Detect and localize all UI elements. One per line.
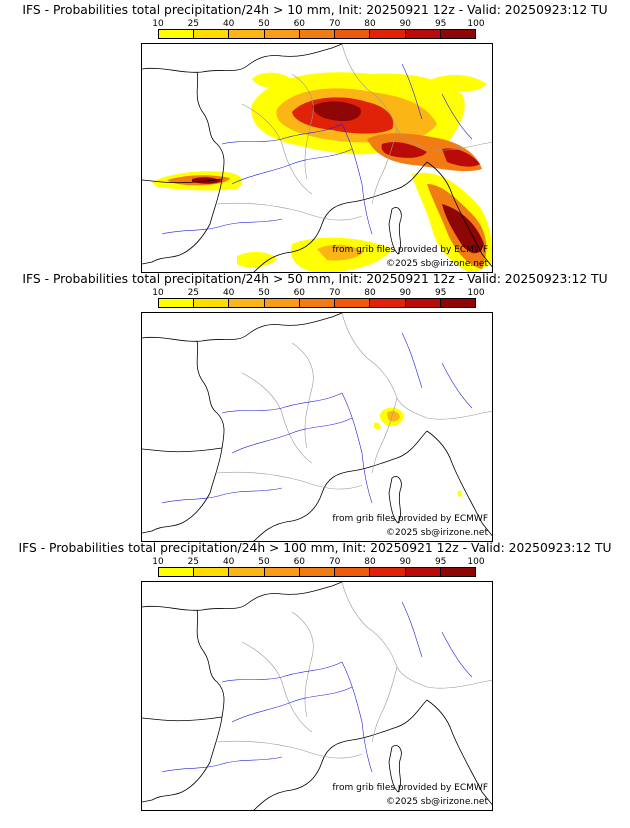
precip-overlay [373,407,462,497]
copyright-notice: ©2025 sb@irizone.net [386,797,488,807]
colorbar-tick: 90 [399,557,412,567]
precip-overlay [152,72,492,272]
colorbar-segment [440,299,475,307]
colorbar-segment [440,568,475,576]
map-frame: from grib files provided by ECMWF ©2025 … [141,43,493,273]
colorbar-tick: 95 [434,288,447,298]
colorbar-tick: 95 [434,19,447,29]
colorbar-tick: 50 [258,288,270,298]
colorbar-segment [405,568,441,576]
colorbar-tick: 25 [187,288,200,298]
colorbar-segment [194,299,230,307]
colorbar-tick: 70 [328,288,341,298]
colorbar-segment [370,299,406,307]
map-canvas [142,313,492,541]
colorbar-tick: 95 [434,557,447,567]
coastline [142,582,492,810]
colorbar-segment [405,299,441,307]
colorbar-segment [229,299,265,307]
source-credit: from grib files provided by ECMWF [332,514,488,524]
map-canvas [142,582,492,810]
colorbar-tick: 100 [467,288,485,298]
colorbar-tick: 60 [293,557,306,567]
panel-title: IFS - Probabilities total precipitation/… [22,272,608,286]
colorbar-segment [335,568,371,576]
colorbar-tick: 10 [152,19,164,29]
colorbar-segment [229,30,265,38]
colorbar-tick: 90 [399,19,412,29]
colorbar [158,29,476,39]
colorbar-tick: 100 [467,19,485,29]
colorbar-tick: 50 [258,19,270,29]
colorbar [158,567,476,577]
colorbar-tick: 25 [187,557,200,567]
country-borders [216,313,492,490]
colorbar-tick: 50 [258,557,270,567]
panel-title: IFS - Probabilities total precipitation/… [18,541,612,555]
colorbar-segment [299,30,336,38]
map-frame: from grib files provided by ECMWF ©2025 … [141,312,493,542]
colorbar-tick: 100 [467,557,485,567]
map-frame: from grib files provided by ECMWF ©2025 … [141,581,493,811]
colorbar-tick: 60 [293,288,306,298]
colorbar-segment [335,30,371,38]
panel-10mm: IFS - Probabilities total precipitation/… [0,3,630,273]
country-borders [216,582,492,759]
panel-50mm: IFS - Probabilities total precipitation/… [0,272,630,542]
colorbar-segment [440,30,475,38]
copyright-notice: ©2025 sb@irizone.net [386,259,488,269]
coastline [142,313,492,541]
panel-100mm: IFS - Probabilities total precipitation/… [0,541,630,811]
colorbar-tick: 40 [222,19,235,29]
colorbar-tick: 10 [152,288,164,298]
colorbar-labels: 10 25 40 50 60 70 80 90 95 100 [152,557,484,567]
colorbar-tick: 40 [222,288,235,298]
source-credit: from grib files provided by ECMWF [332,783,488,793]
colorbar-segment [299,568,336,576]
colorbar-labels: 10 25 40 50 60 70 80 90 95 100 [152,288,484,298]
colorbar-segment [159,299,195,307]
colorbar-segment [299,299,336,307]
colorbar-segment [370,30,406,38]
copyright-notice: ©2025 sb@irizone.net [386,528,488,538]
colorbar-tick: 40 [222,557,235,567]
source-credit: from grib files provided by ECMWF [332,245,488,255]
colorbar-tick: 10 [152,557,164,567]
colorbar-segment [159,568,195,576]
colorbar-tick: 60 [293,19,306,29]
colorbar-segment [264,30,300,38]
colorbar-segment [405,30,441,38]
colorbar-tick: 70 [328,19,341,29]
colorbar-segment [335,299,371,307]
colorbar-labels: 10 25 40 50 60 70 80 90 95 100 [152,19,484,29]
colorbar-tick: 80 [364,557,376,567]
rivers [161,63,473,235]
colorbar-tick: 25 [187,19,200,29]
colorbar-segment [159,30,195,38]
country-borders [216,44,492,221]
coastline [142,44,492,272]
colorbar-segment [194,30,230,38]
colorbar-segment [264,568,300,576]
panel-title: IFS - Probabilities total precipitation/… [22,3,608,17]
map-canvas [142,44,492,272]
rivers [161,601,473,773]
colorbar-segment [194,568,230,576]
colorbar-tick: 80 [364,19,376,29]
colorbar-segment [370,568,406,576]
colorbar-segment [264,299,300,307]
colorbar-tick: 80 [364,288,376,298]
colorbar-segment [229,568,265,576]
colorbar [158,298,476,308]
rivers [161,332,473,504]
colorbar-tick: 70 [328,557,341,567]
colorbar-tick: 90 [399,288,412,298]
